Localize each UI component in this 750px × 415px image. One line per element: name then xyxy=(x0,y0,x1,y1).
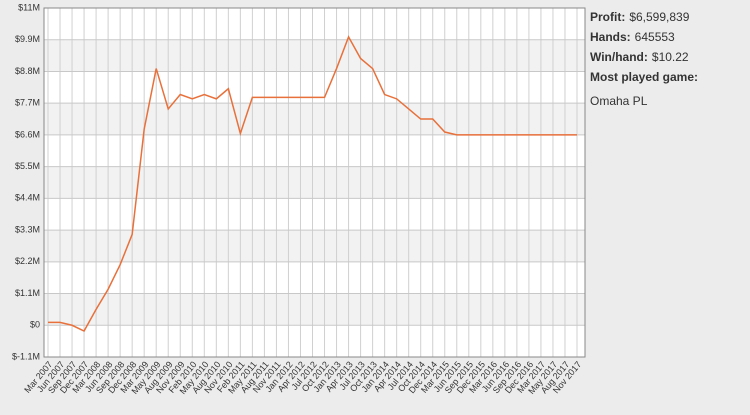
band xyxy=(44,103,585,135)
y-tick-label: $1.1M xyxy=(15,288,40,298)
y-tick-label: $6.6M xyxy=(15,129,40,139)
stat-value: 645553 xyxy=(634,30,675,44)
stat: Hands: 645553 xyxy=(590,30,745,44)
series-line xyxy=(48,35,577,333)
y-tick-label: $4.4M xyxy=(15,193,40,203)
game-label: Most played game: xyxy=(590,70,699,84)
game: Omaha PL xyxy=(590,94,648,108)
band xyxy=(44,293,585,326)
y-tick-label: $11M xyxy=(18,2,40,12)
stat-label: Profit: xyxy=(590,10,626,24)
band xyxy=(44,39,585,72)
y-tick-label: $7.7M xyxy=(15,98,40,108)
stat-value: $6,599,839 xyxy=(629,10,690,24)
stat: Profit: $6,599,839 xyxy=(590,10,745,24)
y-tick-label: $5.5M xyxy=(15,161,40,171)
plot-border xyxy=(43,7,586,358)
stat-label: Win/hand: xyxy=(590,50,648,64)
y-tick-label: $3.3M xyxy=(15,224,40,234)
stats-panel: Profit: $6,599,839 Hands: 645553 Win/hand:… xyxy=(590,10,745,114)
band xyxy=(44,166,585,199)
stat: Most played game: xyxy=(590,70,745,84)
y-tick-label: $-1.1M xyxy=(12,351,40,361)
stat-label: Hands: xyxy=(590,30,631,44)
stat-value: $10.22 xyxy=(651,50,689,64)
y-tick-label: $9.9M xyxy=(15,34,40,44)
y-tick-label: $0 xyxy=(30,320,40,330)
band xyxy=(44,230,585,262)
stat: Win/hand: $10.22 xyxy=(590,50,745,64)
y-tick-label: $8.8M xyxy=(15,66,40,76)
y-tick-label: $2.2M xyxy=(15,256,40,266)
